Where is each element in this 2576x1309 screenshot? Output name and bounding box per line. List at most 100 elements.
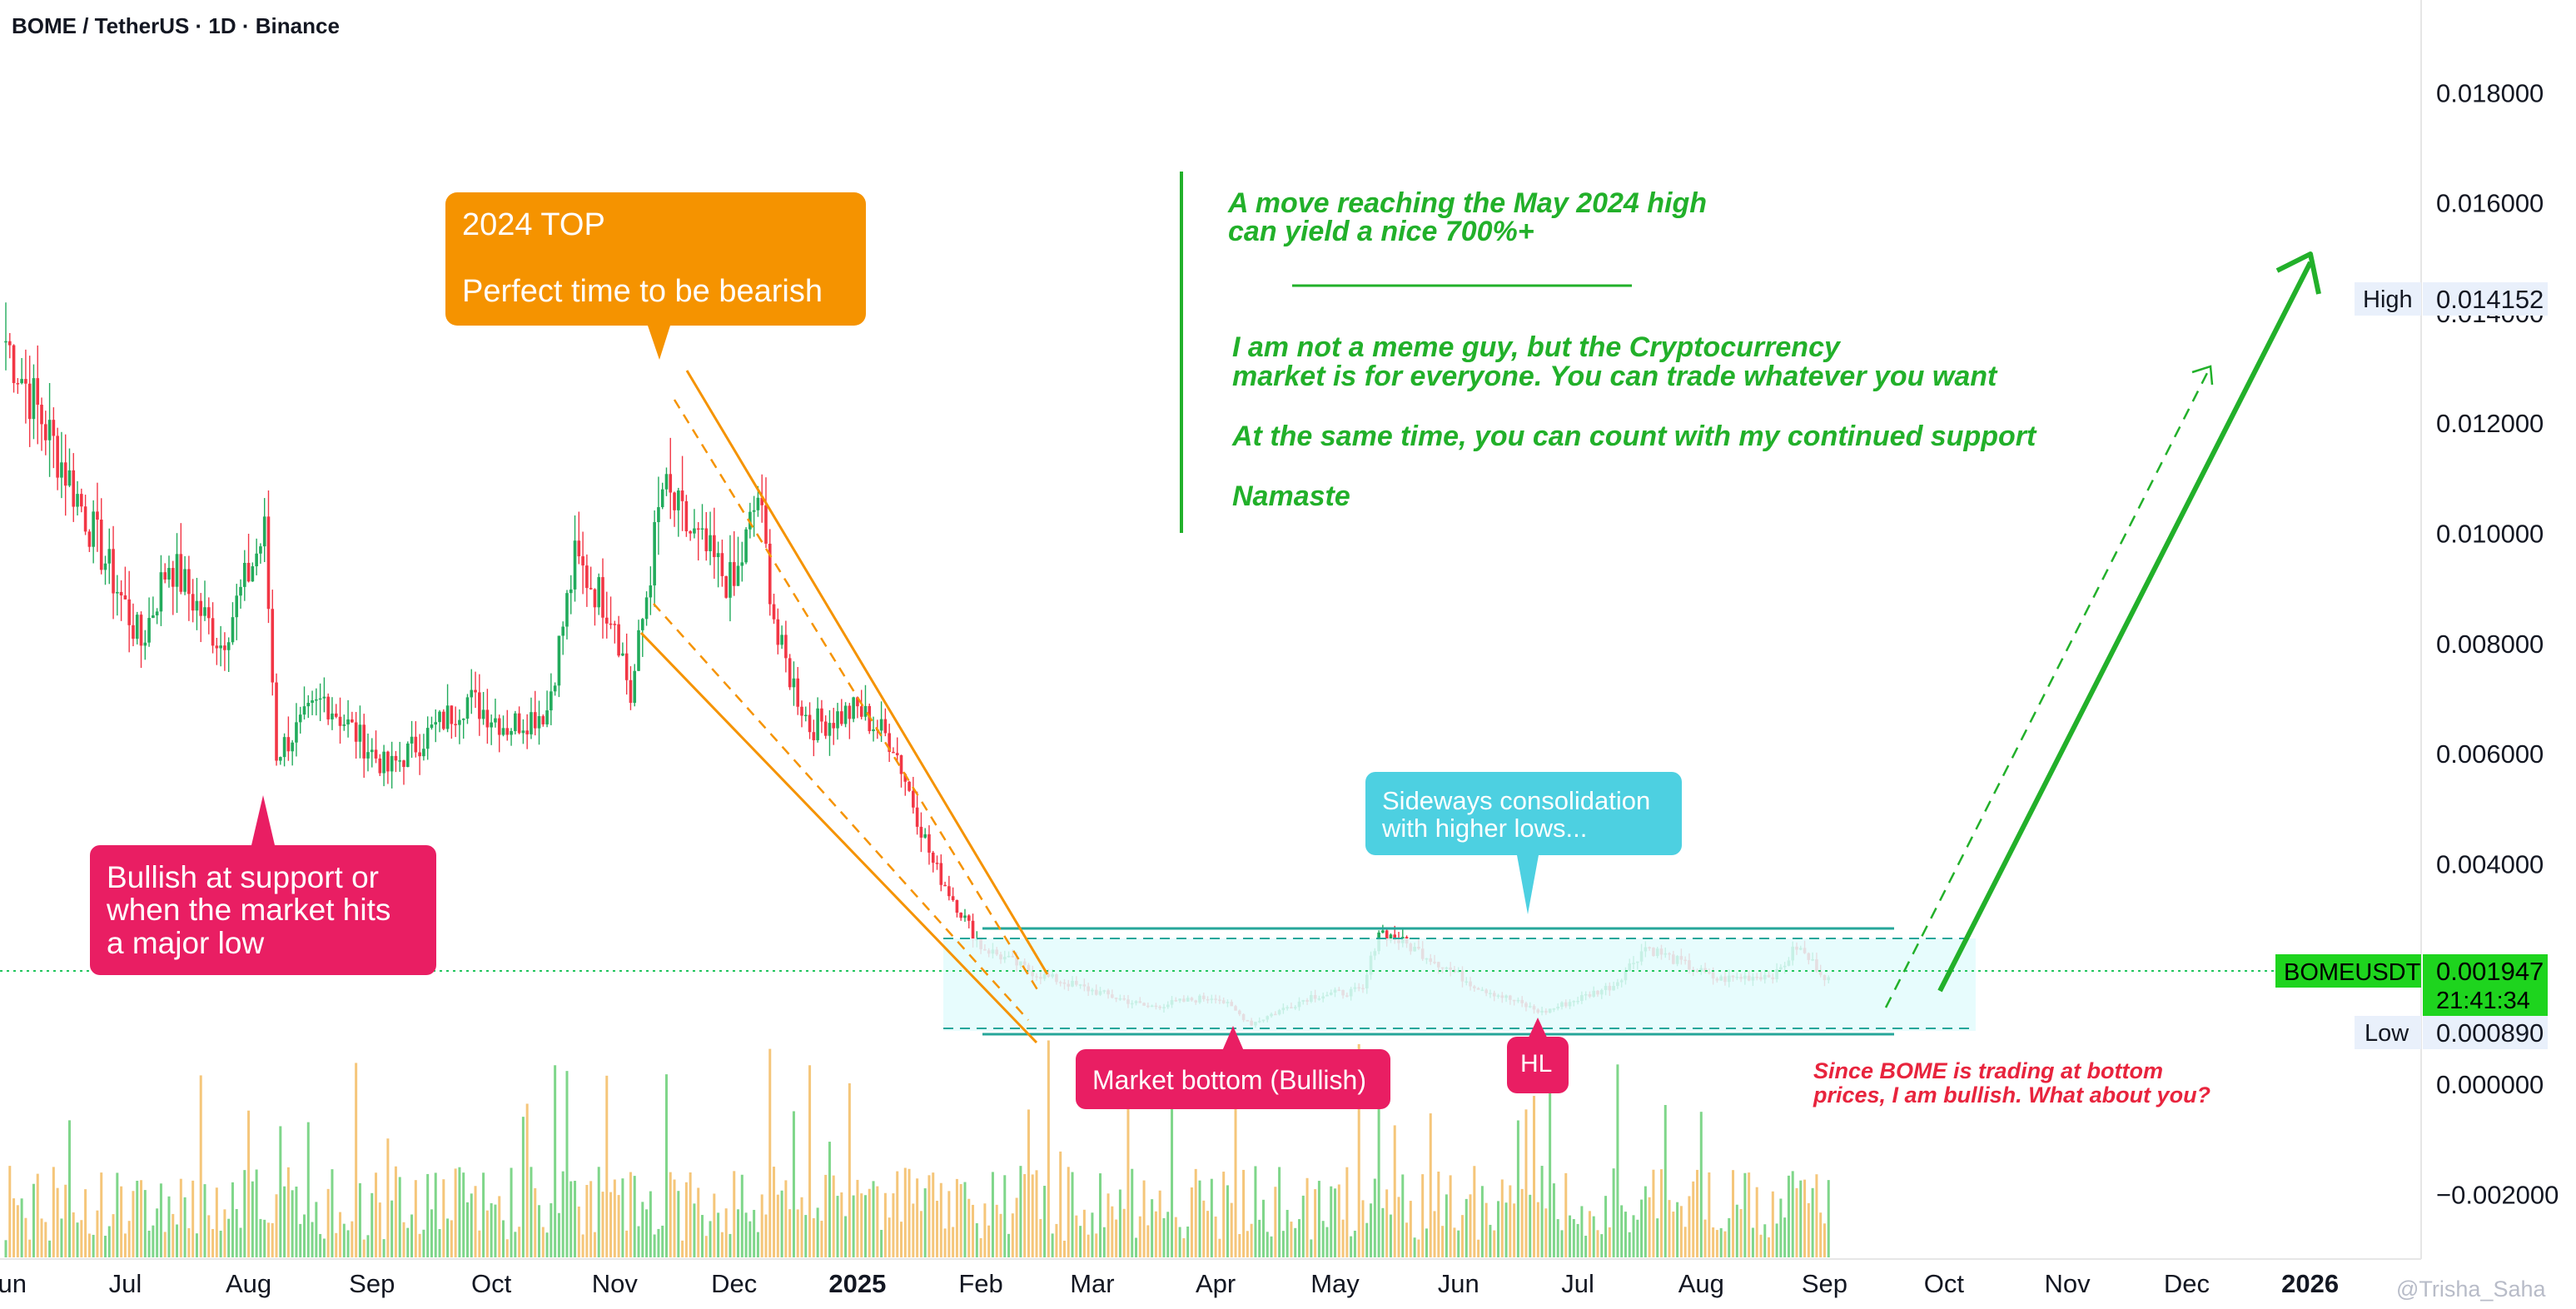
volume-bar (1027, 1109, 1030, 1257)
volume-bar (979, 1237, 982, 1257)
candle-body (550, 691, 553, 711)
volume-bar (927, 1175, 931, 1257)
volume-bar (418, 1233, 421, 1257)
volume-bar (919, 1211, 922, 1257)
candle-body (195, 600, 199, 611)
volume-bar (550, 1203, 553, 1257)
volume-bar (1290, 1222, 1293, 1257)
candle-body (231, 617, 235, 643)
volume-bar (1640, 1199, 1644, 1257)
volume-bar (756, 1232, 759, 1257)
volume-bar (1480, 1186, 1484, 1257)
volume-bar (697, 1187, 700, 1257)
candle-body (892, 751, 895, 754)
volume-bar (776, 1194, 779, 1257)
candle-body (40, 405, 43, 425)
volume-bar (465, 1202, 469, 1257)
candle-body (374, 749, 378, 759)
volume-bar (1497, 1201, 1499, 1257)
volume-bar (999, 1213, 1002, 1257)
volume-bar (975, 1222, 978, 1257)
volume-bar (1533, 1096, 1536, 1257)
volume-bar (454, 1168, 457, 1257)
volume-bar (306, 1122, 310, 1257)
hl-callout: HL (1507, 1018, 1569, 1093)
volume-bar (792, 1111, 795, 1257)
volume-bar (1504, 1202, 1508, 1257)
time-axis[interactable]: Jun Jul Aug Sep Oct Nov Dec 2025 Feb Mar Apr May Jun… (0, 1269, 2339, 1298)
candle-body (434, 722, 438, 725)
hl-callout-label: HL (1520, 1050, 1552, 1078)
volume-bar (1739, 1208, 1743, 1257)
top-callout-title: 2024 TOP (462, 207, 605, 242)
volume-bar (991, 1172, 994, 1257)
volume-bar (1166, 1212, 1170, 1257)
candle-body (971, 920, 975, 939)
volume-bar (1748, 1172, 1751, 1257)
volume-bar (72, 1212, 75, 1257)
candle-body (899, 754, 903, 774)
green-text-line: I am not a meme guy, but the Cryptocurre… (1232, 331, 1842, 363)
support-callout-line: Bullish at support or (107, 860, 379, 894)
volume-bar (44, 1222, 47, 1257)
volume-bar (713, 1193, 716, 1257)
candle-body (959, 913, 962, 918)
volume-bar (1294, 1227, 1297, 1257)
candle-body (394, 755, 398, 761)
volume-bar (868, 1188, 871, 1257)
volume-bar (1648, 1197, 1651, 1257)
volume-bar (1075, 1215, 1078, 1257)
candle-body (931, 852, 935, 864)
candle-body (382, 751, 385, 774)
volume-bar (800, 1197, 803, 1257)
volume-bar (375, 1172, 378, 1257)
candle-body (135, 615, 139, 640)
candle-body (386, 751, 390, 772)
volume-bar (669, 1172, 672, 1257)
candle-body (569, 589, 573, 594)
volume-bar (840, 1192, 843, 1257)
volume-bar (195, 1233, 198, 1257)
candle-body (720, 553, 724, 576)
candle-body (1385, 930, 1389, 940)
candle-body (206, 607, 211, 619)
volume-bar (358, 1182, 361, 1257)
volume-bar (1154, 1211, 1157, 1257)
candle-body (4, 341, 7, 343)
volume-bar (1465, 1198, 1468, 1257)
volume-bar (1118, 1189, 1121, 1257)
candle-body (514, 713, 517, 731)
volume-bar (1138, 1216, 1141, 1257)
candle-body (748, 511, 752, 530)
volume-bar (1584, 1235, 1588, 1257)
candle-body (621, 653, 624, 656)
volume-bar (983, 1203, 987, 1257)
candle-body (533, 712, 537, 729)
volume-bar (1516, 1120, 1519, 1257)
volume-bar (1696, 1169, 1698, 1257)
candle-body (92, 511, 95, 547)
volume-bar (163, 1232, 167, 1257)
volume-bar (1246, 1231, 1249, 1257)
candle-body (525, 730, 529, 734)
time-tick-label: Aug (1678, 1269, 1724, 1298)
volume-bar (295, 1186, 298, 1257)
volume-bar (872, 1181, 875, 1257)
candle-body (119, 591, 123, 596)
volume-bar (1723, 1231, 1727, 1257)
volume-bar (434, 1172, 437, 1257)
volume-bar (987, 1225, 991, 1257)
volume-bar (1334, 1188, 1337, 1257)
price-tick-label: 0.000000 (2436, 1070, 2544, 1099)
candle-body (740, 562, 744, 566)
volume-bar (366, 1235, 370, 1257)
candle-body (859, 706, 863, 717)
volume-bar (1509, 1185, 1512, 1257)
volume-bar (673, 1179, 676, 1257)
volume-bar (1524, 1109, 1528, 1257)
candle-body (895, 753, 899, 755)
volume-bar (203, 1184, 206, 1257)
volume-bar (406, 1227, 410, 1257)
volume-bar (932, 1172, 935, 1257)
